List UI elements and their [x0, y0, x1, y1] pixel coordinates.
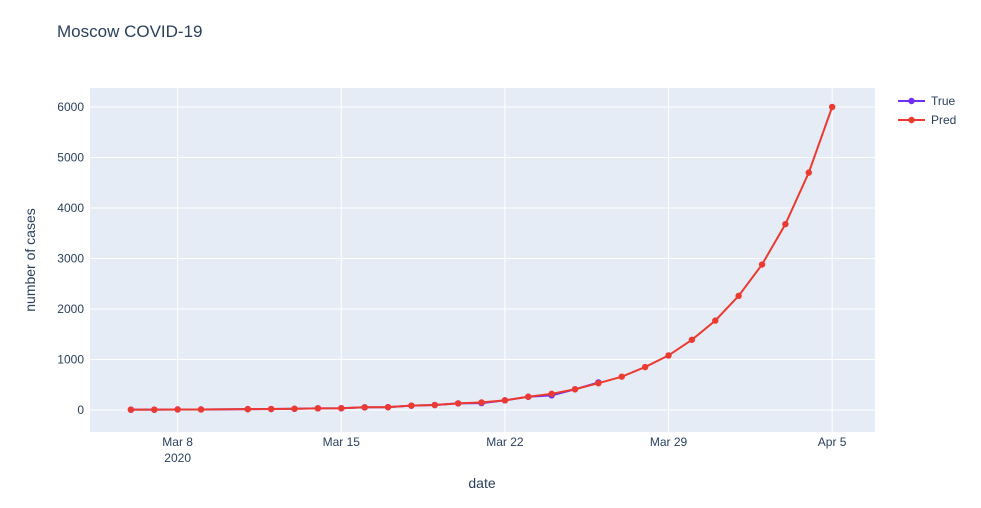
data-point — [454, 400, 462, 407]
data-point — [758, 261, 766, 268]
data-point — [641, 363, 649, 371]
data-point — [431, 401, 438, 409]
y-axis-label: number of cases — [22, 208, 38, 312]
data-point — [595, 380, 602, 387]
x-tick-label: Mar 8 2020 — [162, 435, 193, 465]
y-tick-label: 1000 — [57, 352, 84, 366]
data-point — [782, 220, 789, 228]
y-tick-label: 2000 — [57, 302, 84, 316]
x-tick-label: Mar 29 — [650, 435, 688, 449]
legend-label: True — [931, 94, 956, 108]
x-tick-label: Mar 15 — [323, 435, 361, 449]
data-point — [127, 406, 135, 413]
y-tick-label: 3000 — [57, 251, 84, 265]
data-point — [828, 103, 836, 111]
data-point — [688, 336, 696, 343]
data-point — [735, 292, 742, 300]
data-point — [712, 317, 719, 324]
x-tick-label: Mar 22 — [486, 435, 524, 449]
data-point — [478, 399, 485, 406]
y-tick-label: 0 — [77, 403, 84, 417]
chart-title: Moscow COVID-19 — [57, 22, 202, 41]
data-point — [805, 169, 812, 176]
data-point — [571, 386, 579, 393]
x-axis-label: date — [468, 475, 495, 491]
data-point — [244, 405, 251, 413]
plot-area — [90, 88, 875, 432]
data-point — [314, 405, 322, 412]
series-line — [130, 106, 834, 411]
data-point — [338, 405, 345, 412]
y-tick-label: 6000 — [57, 100, 84, 114]
data-point — [501, 397, 509, 404]
data-point — [665, 352, 672, 359]
legend-marker — [908, 97, 915, 105]
data-point — [384, 403, 392, 411]
data-point — [197, 406, 205, 413]
y-tick-label: 5000 — [57, 150, 84, 164]
data-point — [174, 406, 181, 413]
data-point — [618, 373, 625, 380]
data-point — [548, 390, 555, 398]
data-point — [361, 404, 368, 411]
data-point — [408, 402, 415, 409]
data-point — [267, 405, 275, 413]
data-point — [525, 393, 532, 400]
data-point — [291, 405, 298, 412]
legend-label: Pred — [931, 113, 956, 127]
legend-marker — [908, 116, 915, 124]
x-tick-label: Apr 5 — [818, 435, 847, 449]
y-tick-label: 4000 — [57, 201, 84, 215]
data-point — [151, 406, 158, 413]
